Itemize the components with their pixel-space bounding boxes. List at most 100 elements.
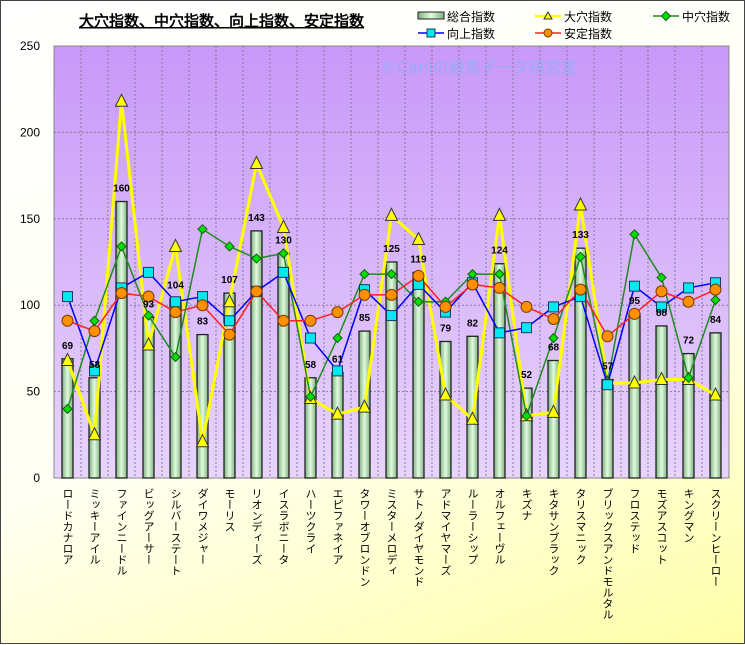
bar-sogo [331,371,344,479]
category-label: スクリーンヒーロー [709,488,722,587]
circle-marker [520,300,533,313]
triangle-marker [411,231,426,246]
bar-sogo [250,230,263,479]
bar-sogo [169,297,182,479]
bar-value-label: 125 [383,244,400,255]
triangle-marker [168,238,183,252]
diamond-marker [62,403,73,415]
triangle-marker [195,433,210,448]
circle-marker [709,283,722,296]
category-label: モーリス [223,488,236,532]
triangle-marker [627,374,642,389]
circle-marker [115,287,128,300]
triangle-marker [276,219,291,233]
diamond-marker [116,241,127,252]
category-label: ブリックスアンドモルタル [601,487,614,620]
diamond-marker [143,310,154,321]
triangle-marker [87,426,102,441]
square-marker [62,291,73,303]
square-marker [143,266,154,278]
diamond-marker [386,268,397,280]
legend-label: 総合指数 [447,9,495,24]
diamond-marker [305,391,316,402]
circle-marker [547,313,560,326]
bar-sogo [709,332,722,479]
triangle-marker [465,411,480,425]
bar-sogo [466,335,479,479]
bar-value-label: 160 [113,184,130,195]
bar-sogo [439,340,452,479]
triangle-marker [330,405,345,420]
triangle-marker [654,371,669,386]
bar-sogo [115,200,128,479]
y-tick-label: 200 [20,125,40,139]
circle-marker [196,299,209,312]
triangle-marker [546,404,561,418]
category-label: ミスターメロディ [385,488,398,576]
category-label: タリスマニック [574,488,587,565]
legend-label: 大穴指数 [564,9,612,24]
category-label: ハーツクライ [304,488,317,554]
bar-value-label: 85 [359,313,371,324]
circle-marker [358,288,371,301]
category-label: リオンディーズ [250,488,263,565]
diamond-marker [278,248,289,259]
diamond-marker [660,10,672,22]
bar-sogo [61,358,74,479]
category-label: ロードカナロア [61,488,74,565]
circle-marker [574,283,587,296]
square-marker [305,332,316,344]
legend-label: 中穴指数 [682,9,730,24]
circle-marker [412,269,425,282]
category-label: キングマン [682,488,695,543]
circle-marker [682,295,695,308]
circle-marker [223,328,236,341]
y-tick-label: 50 [27,385,41,399]
legend-label: 向上指数 [447,26,495,41]
square-marker [332,365,343,377]
bar-sogo [655,325,668,479]
category-label: シルバーステート [169,488,182,576]
circle-marker [543,28,553,38]
square-marker [170,296,181,308]
circle-marker [439,300,452,313]
triangle-marker [543,10,553,20]
category-label: モズアスコット [655,488,668,565]
square-marker [683,282,694,294]
square-marker [602,379,613,391]
bar-value-label: 143 [248,213,265,224]
bar-sogo [493,263,506,479]
square-marker [224,315,235,327]
square-marker [521,322,532,334]
bar-value-label: 68 [548,342,560,353]
bar-sogo [304,377,317,479]
category-label: ミッキーアイル [88,488,101,565]
bar-value-label: 82 [467,318,479,329]
bar-value-label: 69 [62,341,74,352]
bar-value-label: 57 [602,362,614,373]
bar-sogo [520,387,533,479]
watermark: ©Caniの競馬データ研究室 [381,58,577,77]
category-label: ビッグアーサー [142,488,155,565]
bar-value-label: 52 [521,370,533,381]
triangle-marker [249,155,264,170]
chart-title: 大穴指数、中穴指数、向上指数、安定指数 [79,12,365,30]
bar-value-label: 58 [305,360,317,371]
category-label: ルーラーシップ [466,488,479,565]
diamond-marker [656,272,667,283]
diamond-marker [359,268,370,280]
diamond-marker [629,229,640,240]
diamond-marker [494,268,505,280]
y-tick-label: 100 [20,298,40,312]
diamond-marker [224,241,235,252]
circle-marker [385,288,398,301]
y-tick-label: 250 [20,39,40,53]
bar-value-label: 84 [710,315,722,326]
category-label: キタサンブラック [547,488,560,576]
circle-marker [466,278,479,291]
square-marker [426,28,436,38]
category-label: サトノダイヤモンド [412,488,425,587]
diamond-marker [197,223,208,235]
diamond-marker [575,251,586,263]
